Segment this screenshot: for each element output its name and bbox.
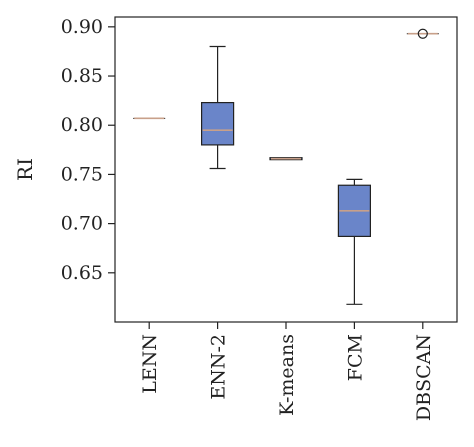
y-tick-label: 0.80 xyxy=(61,114,103,136)
plot-frame xyxy=(114,16,458,323)
y-tick-label: 0.85 xyxy=(61,65,103,87)
x-axis: LENN ENN-2 K-means FCM DBSCAN xyxy=(139,322,435,421)
y-tick-label: 0.90 xyxy=(61,16,103,38)
x-tick-label: ENN-2 xyxy=(208,334,230,400)
box-dbscan xyxy=(406,28,439,39)
boxes xyxy=(133,28,439,305)
y-axis-label: RI xyxy=(13,158,37,181)
y-axis: 0.65 0.70 0.75 0.80 0.85 0.90 xyxy=(61,16,115,284)
x-tick-label: K-means xyxy=(276,334,298,416)
box-enn-2 xyxy=(201,45,235,170)
box-body xyxy=(201,101,235,146)
y-tick-label: 0.75 xyxy=(61,163,103,185)
outlier-point xyxy=(417,28,428,39)
y-tick-label: 0.65 xyxy=(61,262,103,284)
x-tick-label: FCM xyxy=(344,334,366,381)
box-fcm xyxy=(337,178,371,305)
x-tick-label: DBSCAN xyxy=(413,334,435,421)
y-tick-label: 0.70 xyxy=(61,213,103,235)
box-k-means xyxy=(269,157,303,161)
x-tick-label: LENN xyxy=(139,334,161,394)
